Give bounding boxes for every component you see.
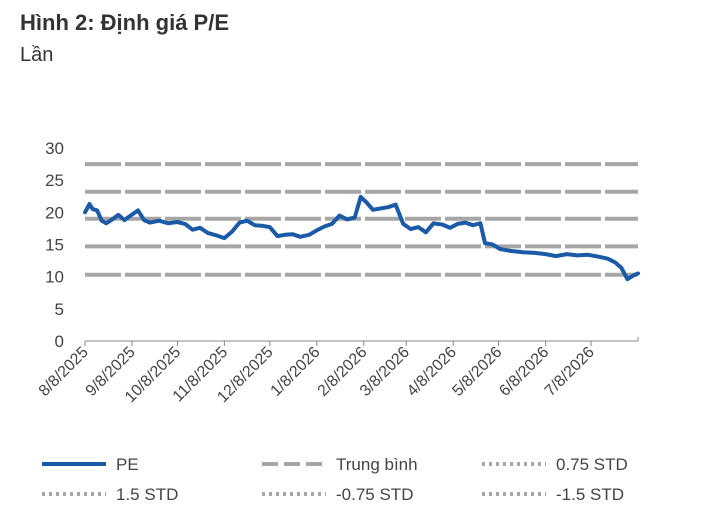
legend-label: Trung bình — [336, 455, 418, 474]
x-tick-label: 5/8/2026 — [449, 344, 505, 400]
legend-label: -1.5 STD — [556, 485, 624, 504]
legend-label: PE — [116, 455, 139, 474]
y-tick-label: 10 — [45, 268, 64, 287]
x-tick-label: 1/8/2026 — [268, 344, 324, 400]
y-tick-label: 30 — [45, 139, 64, 158]
legend-label: 1.5 STD — [116, 485, 178, 504]
y-tick-label: 25 — [45, 171, 64, 190]
y-tick-label: 15 — [45, 236, 64, 255]
y-tick-label: 5 — [55, 300, 64, 319]
y-tick-label: 0 — [55, 332, 64, 351]
pe-series-line — [83, 194, 640, 282]
legend-label: 0.75 STD — [556, 455, 628, 474]
y-tick-label: 20 — [45, 203, 64, 222]
x-tick-label: 7/8/2026 — [542, 344, 598, 400]
y-unit-label: Lần — [20, 44, 54, 66]
legend-label: -0.75 STD — [336, 485, 413, 504]
x-tick-label: 8/8/2025 — [36, 344, 92, 400]
chart-title: Hình 2: Định giá P/E — [20, 10, 230, 35]
